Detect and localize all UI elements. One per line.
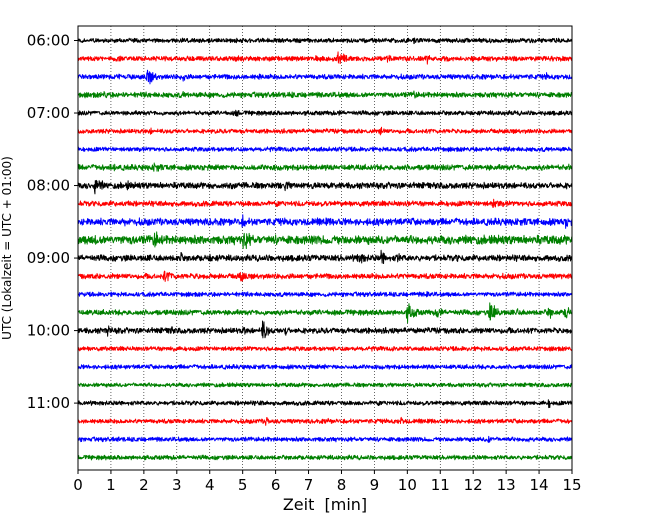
trace-0645: [77, 90, 573, 99]
trace-0730: [77, 146, 573, 153]
plot-frame: [77, 25, 573, 471]
y-tick-label: 06:00: [27, 32, 70, 50]
x-tick-label: 12: [464, 476, 483, 494]
x-tick-label: 13: [497, 476, 516, 494]
x-tick-label: 8: [337, 476, 347, 494]
x-tick-label: 0: [73, 476, 83, 494]
trace-0900: [77, 249, 573, 265]
x-tick-label: 7: [304, 476, 314, 494]
y-tick-label: 09:00: [27, 249, 70, 267]
y-axis-ticks: 06:00 07:00 08:00 09:00 10:00 11:00: [27, 32, 78, 412]
x-axis-ticks: 0 1 2 3 4 5 6 7 8 9 10 11 12 13 14 15: [73, 470, 582, 494]
trace-0615: [77, 51, 573, 65]
y-axis-title: UTC (Lokalzeit = UTC + 01:00): [0, 156, 14, 340]
x-tick-label: 3: [172, 476, 182, 494]
x-tick-label: 10: [398, 476, 417, 494]
x-tick-label: 1: [106, 476, 116, 494]
x-axis-title: Zeit [min]: [283, 495, 367, 514]
trace-1145: [77, 454, 573, 461]
plot-area: [78, 26, 572, 470]
minute-grid: [110, 26, 540, 470]
trace-1000: [77, 320, 573, 339]
trace-0715: [77, 126, 573, 136]
seismic-traces: [77, 37, 573, 461]
trace-1045: [77, 382, 573, 388]
trace-1130: [77, 435, 573, 443]
trace-1015: [77, 345, 573, 352]
x-tick-label: 9: [370, 476, 380, 494]
trace-1100: [77, 399, 573, 409]
y-tick-label: 07:00: [27, 104, 70, 122]
trace-0930: [77, 290, 573, 298]
x-tick-label: 6: [271, 476, 281, 494]
x-tick-label: 14: [530, 476, 549, 494]
y-tick-label: 10:00: [27, 322, 70, 340]
trace-0830: [77, 214, 573, 229]
x-tick-label: 5: [238, 476, 248, 494]
trace-1115: [77, 416, 573, 426]
trace-0700: [77, 109, 573, 117]
x-tick-label: 15: [562, 476, 581, 494]
trace-0915: [77, 270, 573, 282]
x-tick-label: 4: [205, 476, 215, 494]
trace-0845: [77, 231, 573, 250]
trace-0800: [77, 179, 573, 195]
trace-0815: [77, 198, 573, 208]
trace-1030: [77, 363, 573, 370]
x-tick-label: 11: [431, 476, 450, 494]
y-tick-label: 11:00: [27, 394, 70, 412]
trace-0745: [77, 162, 573, 172]
trace-0945: [77, 302, 573, 324]
trace-0600: [77, 37, 573, 45]
trace-0630: [77, 69, 573, 85]
y-tick-label: 08:00: [27, 177, 70, 195]
x-tick-label: 2: [139, 476, 149, 494]
